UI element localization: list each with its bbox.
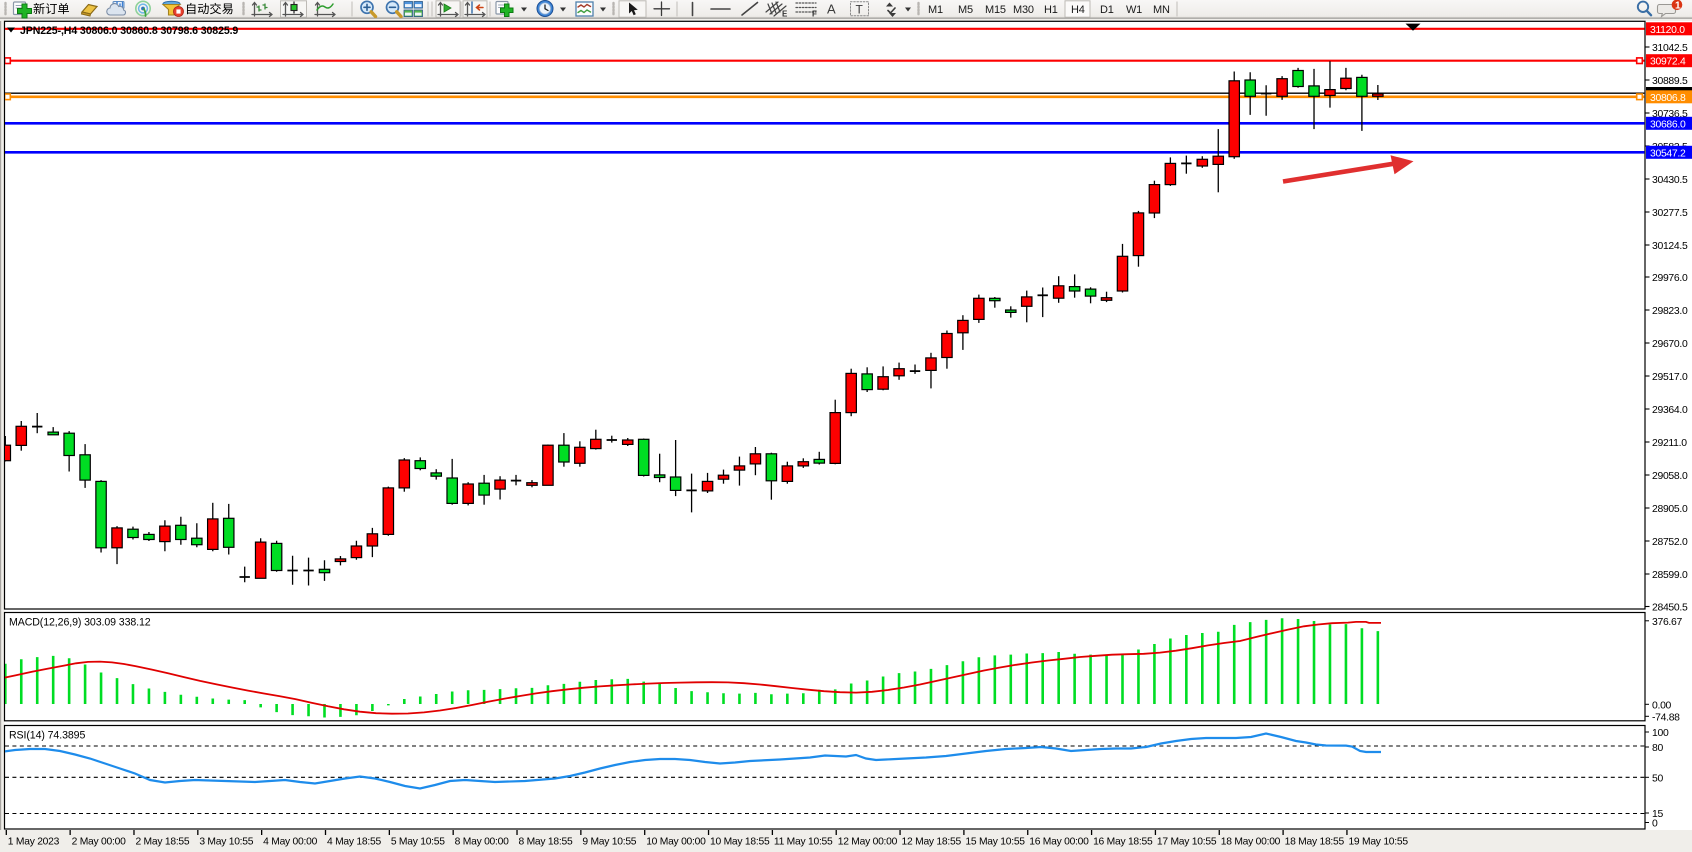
svg-text:30806.8: 30806.8 (1650, 93, 1686, 104)
svg-text:A: A (827, 2, 836, 17)
svg-text:2 May 18:55: 2 May 18:55 (135, 837, 189, 848)
svg-text:10 May 18:55: 10 May 18:55 (710, 837, 770, 848)
svg-text:31042.5: 31042.5 (1652, 43, 1688, 54)
svg-text:5 May 10:55: 5 May 10:55 (391, 837, 445, 848)
svg-text:28599.0: 28599.0 (1652, 570, 1688, 581)
svg-text:W1: W1 (1126, 4, 1142, 16)
svg-text:12 May 00:00: 12 May 00:00 (838, 837, 898, 848)
svg-text:29364.0: 29364.0 (1652, 405, 1688, 416)
svg-text:0.00: 0.00 (1652, 700, 1672, 711)
svg-text:M5: M5 (958, 4, 973, 16)
svg-text:H4: H4 (1071, 4, 1085, 16)
svg-text:28450.5: 28450.5 (1652, 603, 1688, 614)
svg-text:RSI(14) 74.3895: RSI(14) 74.3895 (9, 730, 85, 742)
svg-text:1: 1 (1675, 1, 1681, 12)
svg-text:15 May 10:55: 15 May 10:55 (965, 837, 1025, 848)
svg-text:3 May 10:55: 3 May 10:55 (199, 837, 253, 848)
svg-text:30547.2: 30547.2 (1650, 148, 1686, 159)
svg-text:8 May 00:00: 8 May 00:00 (455, 837, 509, 848)
svg-text:28905.0: 28905.0 (1652, 504, 1688, 515)
svg-text:4 May 18:55: 4 May 18:55 (327, 837, 381, 848)
svg-text:16 May 18:55: 16 May 18:55 (1093, 837, 1153, 848)
svg-text:18 May 18:55: 18 May 18:55 (1285, 837, 1345, 848)
svg-text:29211.0: 29211.0 (1652, 438, 1687, 449)
svg-text:10 May 00:00: 10 May 00:00 (646, 837, 706, 848)
svg-text:M15: M15 (985, 4, 1006, 16)
svg-text:29058.0: 29058.0 (1652, 471, 1688, 482)
svg-text:30736.5: 30736.5 (1652, 109, 1688, 120)
svg-text:30430.5: 30430.5 (1652, 175, 1688, 186)
svg-text:4 May 00:00: 4 May 00:00 (263, 837, 317, 848)
svg-text:D1: D1 (1100, 4, 1114, 16)
svg-text:2 May 00:00: 2 May 00:00 (72, 837, 126, 848)
svg-text:28752.0: 28752.0 (1652, 537, 1688, 548)
svg-text:E: E (782, 10, 788, 19)
svg-text:29823.0: 29823.0 (1652, 306, 1688, 317)
svg-text:30972.4: 30972.4 (1650, 57, 1686, 68)
svg-text:M30: M30 (1013, 4, 1034, 16)
svg-text:376.67: 376.67 (1652, 617, 1683, 628)
svg-text:8 May 18:55: 8 May 18:55 (519, 837, 573, 848)
svg-text:30686.0: 30686.0 (1650, 119, 1686, 130)
svg-text:12 May 18:55: 12 May 18:55 (902, 837, 962, 848)
svg-text:11 May 10:55: 11 May 10:55 (774, 837, 833, 848)
svg-text:1 May 2023: 1 May 2023 (8, 837, 60, 848)
svg-text:30124.5: 30124.5 (1652, 241, 1688, 252)
svg-text:0: 0 (1652, 819, 1658, 830)
svg-text:F: F (812, 10, 817, 19)
svg-text:19 May 10:55: 19 May 10:55 (1348, 837, 1408, 848)
svg-text:30277.5: 30277.5 (1652, 208, 1688, 219)
svg-text:17 May 10:55: 17 May 10:55 (1157, 837, 1217, 848)
svg-text:100: 100 (1652, 728, 1669, 739)
svg-text:9 May 10:55: 9 May 10:55 (582, 837, 636, 848)
svg-text:29517.0: 29517.0 (1652, 372, 1688, 383)
svg-text:16 May 00:00: 16 May 00:00 (1029, 837, 1089, 848)
svg-text:MN: MN (1153, 4, 1170, 16)
svg-text:H1: H1 (1044, 4, 1058, 16)
svg-text:80: 80 (1652, 743, 1663, 754)
svg-text:18 May 00:00: 18 May 00:00 (1221, 837, 1281, 848)
svg-text:29976.0: 29976.0 (1652, 273, 1688, 284)
svg-text:31120.0: 31120.0 (1650, 25, 1685, 36)
svg-text:JPN225-,H4 30806.0 30860.8 30: JPN225-,H4 30806.0 30860.8 30798.6 30825… (20, 25, 238, 37)
svg-text:50: 50 (1652, 773, 1663, 784)
svg-text:M1: M1 (928, 4, 943, 16)
svg-text:15: 15 (1652, 809, 1663, 820)
svg-text:29670.0: 29670.0 (1652, 339, 1688, 350)
svg-text:MACD(12,26,9) 303.09 338.12: MACD(12,26,9) 303.09 338.12 (9, 617, 151, 629)
svg-text:30889.5: 30889.5 (1652, 76, 1688, 87)
svg-text:T: T (856, 3, 864, 17)
svg-text:-74.88: -74.88 (1652, 712, 1680, 723)
